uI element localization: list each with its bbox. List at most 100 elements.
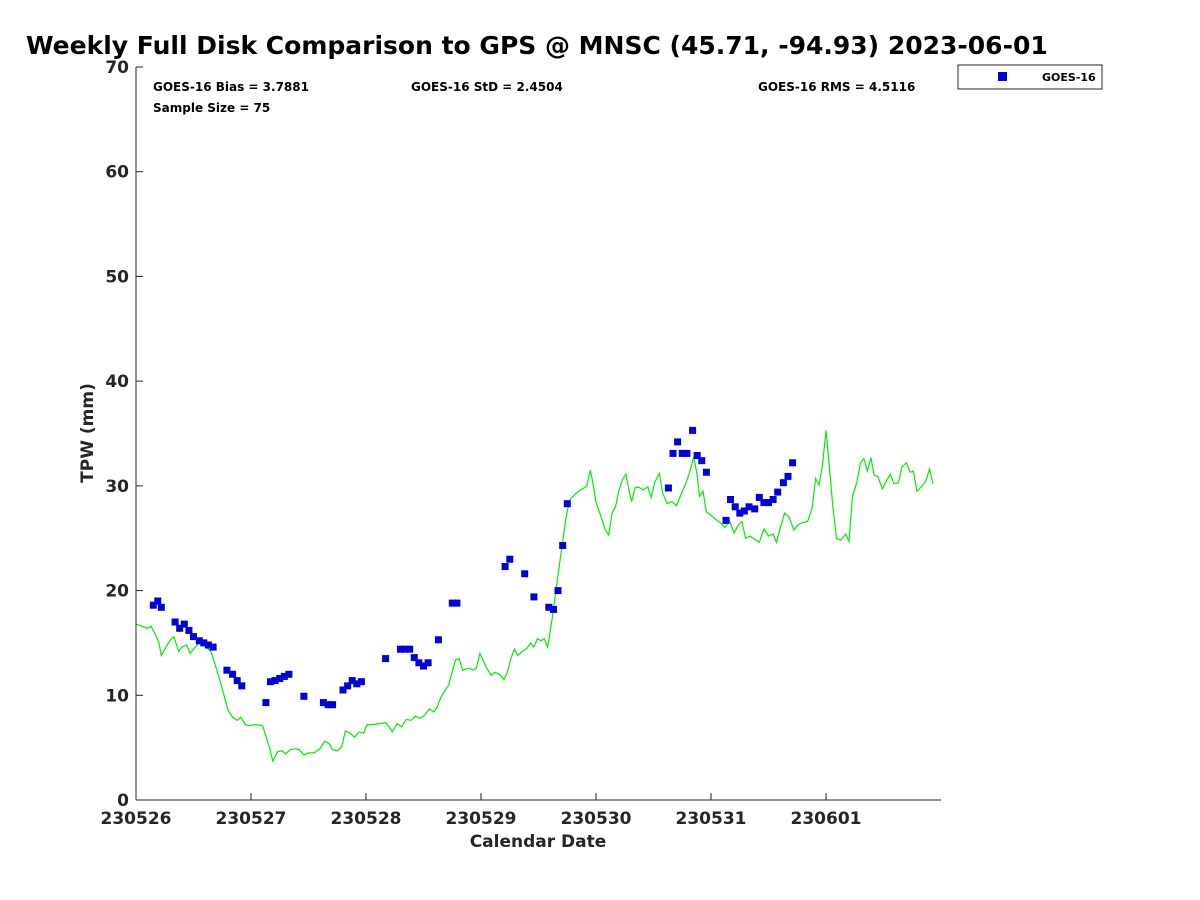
goes-16-point — [693, 452, 701, 459]
goes-16-point — [382, 655, 390, 663]
y-axis-label: TPW (mm) — [78, 383, 98, 483]
goes-16-point — [501, 563, 509, 570]
goes-16-point — [200, 639, 208, 647]
goes-16-point — [689, 426, 697, 434]
bias-stat: GOES-16 Bias = 3.7881 — [153, 80, 309, 94]
goes-16-point — [209, 643, 217, 651]
goes-16-point — [271, 677, 279, 685]
goes-16-point — [774, 488, 782, 496]
goes-16-point — [300, 692, 308, 700]
goes-16-point — [678, 449, 686, 457]
goes-16-point — [149, 601, 157, 609]
goes-16-point — [353, 680, 361, 688]
goes-16-point — [267, 678, 274, 686]
goes-16-point — [521, 570, 529, 578]
goes-16-point — [789, 459, 797, 467]
sample-size-stat: Sample Size = 75 — [153, 101, 270, 115]
goes-16-point — [554, 587, 562, 595]
x-tick-label: 230601 — [791, 809, 862, 829]
goes-16-point — [276, 675, 284, 682]
goes-16-point — [176, 624, 184, 632]
goes-16-point — [185, 626, 193, 634]
goes-16-point — [238, 682, 246, 690]
goes-16-series — [149, 426, 797, 709]
goes-16-point — [751, 505, 759, 513]
axes-background — [136, 67, 941, 800]
goes-16-point — [204, 641, 212, 649]
goes-16-point — [171, 618, 179, 626]
x-tick-label: 230529 — [446, 809, 517, 829]
legend-box — [957, 64, 1103, 90]
goes-16-point — [727, 496, 734, 503]
x-tick-label: 230531 — [676, 809, 747, 829]
goes-16-point — [357, 678, 365, 686]
goes-16-point — [180, 620, 188, 628]
goes-16-point — [530, 593, 538, 601]
y-tick-label: 40 — [105, 372, 129, 392]
goes-16-point — [324, 701, 332, 709]
goes-16-point — [348, 677, 356, 685]
std-stat: GOES-16 StD = 2.4504 — [411, 80, 563, 94]
goes-16-point — [731, 503, 739, 511]
goes-16-point — [229, 670, 237, 678]
goes-16-point — [448, 599, 456, 607]
goes-16-point — [740, 507, 748, 515]
legend-goes-16-label: GOES-16 — [1042, 71, 1096, 84]
y-tick-label: 60 — [105, 163, 129, 183]
gps-line — [135, 430, 934, 764]
goes-16-point — [319, 699, 327, 707]
x-axis-ticks: 230526 230527 230528 230529 230530 230531 2306… — [101, 793, 862, 829]
goes-16-point — [664, 484, 672, 492]
goes-16-point — [453, 599, 461, 607]
goes-16-point — [745, 503, 753, 511]
goes-16-point — [329, 701, 337, 709]
goes-16-point — [195, 637, 203, 645]
y-axis-ticks: 0 10 20 30 40 50 60 70 — [105, 58, 143, 811]
goes-16-point — [722, 516, 730, 524]
plot-area: 0 10 20 30 40 50 60 70 230526 230527 230528 230529… — [101, 58, 941, 829]
gps-series — [135, 430, 934, 764]
y-tick-label: 0 — [117, 791, 129, 811]
y-tick-label: 50 — [105, 267, 129, 287]
goes-16-point — [154, 597, 162, 605]
goes-16-point — [280, 672, 288, 680]
rms-stat: GOES-16 RMS = 4.5116 — [758, 80, 915, 94]
goes-16-point — [545, 603, 553, 611]
y-tick-label: 20 — [105, 582, 129, 602]
goes-16-point — [674, 438, 682, 446]
x-tick-label: 230530 — [561, 809, 632, 829]
goes-16-point — [339, 686, 347, 694]
goes-16-point — [415, 659, 423, 667]
goes-16-point — [410, 654, 418, 662]
goes-16-point — [506, 555, 514, 563]
goes-16-point — [702, 468, 710, 476]
goes-16-point — [698, 457, 706, 465]
goes-16-point — [760, 499, 768, 507]
x-tick-label: 230526 — [101, 809, 172, 829]
goes-16-point — [401, 645, 409, 653]
y-tick-label: 10 — [105, 686, 129, 706]
goes-16-point — [190, 633, 197, 641]
goes-16-point — [434, 636, 442, 644]
goes-16-point — [406, 645, 414, 653]
legend: GOES-16 — [957, 64, 1103, 90]
goes-16-point — [420, 662, 427, 670]
goes-16-point — [424, 659, 432, 667]
goes-16-point — [683, 449, 691, 457]
chart-title: Weekly Full Disk Comparison to GPS @ MNS… — [26, 31, 1048, 60]
goes-16-point — [344, 682, 352, 690]
goes-16-point — [779, 479, 787, 487]
goes-16-point — [669, 449, 677, 457]
x-axis-label: Calendar Date — [470, 832, 607, 852]
goes-16-point — [736, 509, 744, 517]
goes-16-point — [285, 670, 293, 678]
goes-16-point — [550, 605, 557, 613]
goes-16-point — [559, 542, 567, 549]
goes-16-point — [157, 603, 165, 611]
goes-16-point — [784, 472, 792, 480]
goes-16-point — [397, 645, 404, 653]
legend-goes-16-marker — [998, 72, 1007, 81]
goes-16-point — [765, 499, 772, 507]
goes-16-point — [755, 493, 763, 501]
